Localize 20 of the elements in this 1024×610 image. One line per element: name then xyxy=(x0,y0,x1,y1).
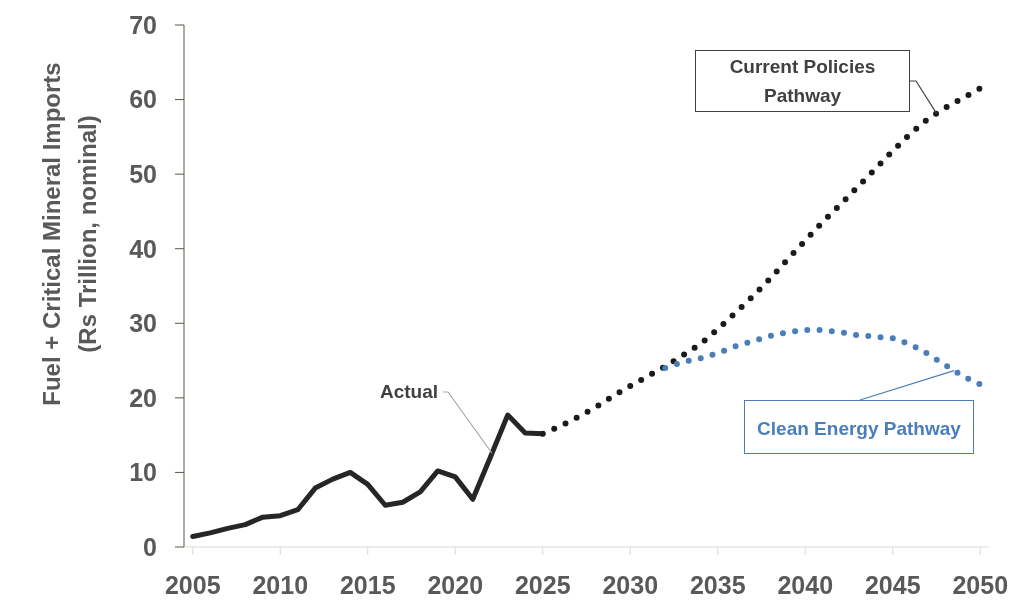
y-axis-title: Fuel + Critical Mineral Imports (Rs Trillion, nominal) xyxy=(37,61,102,408)
y-tick-label: 30 xyxy=(129,309,157,338)
y-tick-label: 60 xyxy=(129,85,157,114)
x-tick-label: 2040 xyxy=(777,570,834,599)
y-tick-label: 50 xyxy=(129,160,157,189)
x-tick-label: 2010 xyxy=(252,570,309,599)
y-tick-label: 40 xyxy=(129,234,157,263)
y-tick-label: 20 xyxy=(129,383,157,412)
x-tick-label: 2025 xyxy=(514,570,571,599)
x-tick-label: 2045 xyxy=(864,570,921,599)
y-tick-label: 10 xyxy=(129,458,157,487)
y-tick-label: 70 xyxy=(129,10,157,39)
y-tick-label: 0 xyxy=(143,532,157,561)
x-tick-label: 2030 xyxy=(602,570,659,599)
x-tick-label: 2005 xyxy=(164,570,221,599)
x-tick-label: 2050 xyxy=(952,570,1009,599)
x-tick-label: 2035 xyxy=(689,570,746,599)
x-tick-label: 2020 xyxy=(427,570,484,599)
text: Actual xyxy=(378,380,440,404)
x-tick-label: 2015 xyxy=(339,570,396,599)
